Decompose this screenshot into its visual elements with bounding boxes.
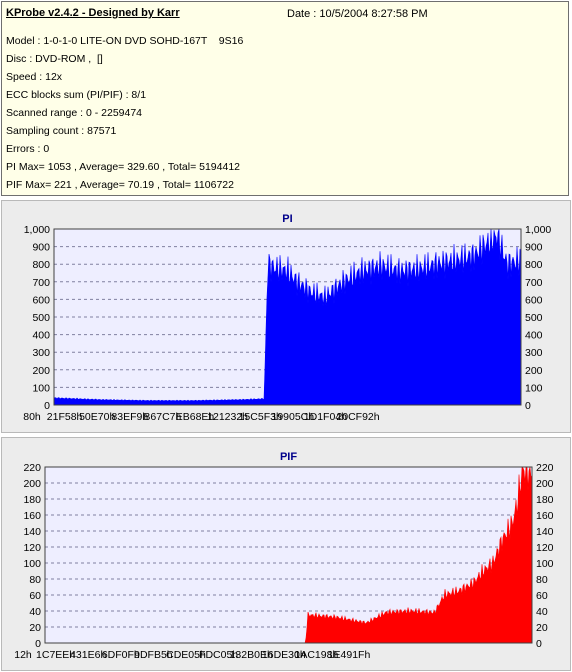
x-tick-label: 1AC198h xyxy=(295,649,339,661)
x-tick-label: 16DE30h xyxy=(262,649,306,661)
pi-chart-panel: PI 0 0 100 100 200 200 300 300 400 400 500 500 600 600… xyxy=(1,200,571,433)
x-tick-label: 83EF9h xyxy=(111,411,148,423)
pif-chart: PIF 0 0 20 20 40 40 60 60 80 80 100 100 120 120 140 140 1… xyxy=(14,451,554,661)
y-tick-label-right: 800 xyxy=(525,259,543,271)
pif-chart-panel: PIF 0 0 20 20 40 40 60 60 80 80 100 100 120 120 140 140 1… xyxy=(1,437,571,671)
y-tick-label-left: 140 xyxy=(23,526,41,538)
range-line: Scanned range : 0 - 2259474 xyxy=(6,107,143,119)
ecc-line: ECC blocks sum (PI/PIF) : 8/1 xyxy=(6,89,147,101)
y-tick-label-left: 120 xyxy=(23,542,41,554)
y-tick-label-right: 20 xyxy=(536,622,548,634)
x-tick-label: 80h xyxy=(23,411,41,423)
y-tick-label-right: 700 xyxy=(525,277,543,289)
y-tick-label-left: 200 xyxy=(23,478,41,490)
y-tick-label-right: 100 xyxy=(536,558,554,570)
y-tick-label-right: 200 xyxy=(525,365,543,377)
y-tick-label-right: 0 xyxy=(536,638,542,650)
x-tick-label: 132B0Eh xyxy=(230,649,273,661)
y-tick-label-right: 80 xyxy=(536,574,548,586)
y-tick-label-left: 200 xyxy=(32,365,50,377)
y-tick-label-right: 60 xyxy=(536,590,548,602)
disc-line: Disc : DVD-ROM , [] xyxy=(6,53,103,65)
y-tick-label-right: 160 xyxy=(536,510,554,522)
info-panel: KProbe v2.4.2 - Designed by Karr Date : … xyxy=(1,1,569,196)
y-tick-label-right: 500 xyxy=(525,312,543,324)
x-tick-label: EB68Eh xyxy=(176,411,215,423)
x-tick-label: 21F58h xyxy=(47,411,83,423)
y-tick-label-right: 0 xyxy=(525,400,531,412)
y-tick-label-right: 180 xyxy=(536,494,554,506)
y-tick-label-right: 600 xyxy=(525,294,543,306)
scan-date: Date : 10/5/2004 8:27:58 PM xyxy=(287,8,428,20)
x-tick-label: FDC05h xyxy=(199,649,238,661)
y-tick-label-left: 1,000 xyxy=(24,224,50,236)
y-tick-label-right: 100 xyxy=(525,382,543,394)
y-tick-label-right: 900 xyxy=(525,242,543,254)
errors-line: Errors : 0 xyxy=(6,143,50,155)
plot-border xyxy=(53,228,522,406)
y-tick-label-right: 40 xyxy=(536,606,548,618)
y-tick-label-left: 900 xyxy=(32,242,50,254)
y-tick-label-left: 220 xyxy=(23,462,41,474)
x-tick-label: 6DF0Fh xyxy=(102,649,140,661)
y-tick-label-left: 600 xyxy=(32,294,50,306)
y-tick-label-left: 0 xyxy=(44,400,50,412)
y-tick-label-left: 100 xyxy=(32,382,50,394)
y-tick-label-right: 220 xyxy=(536,462,554,474)
x-tick-label: 50E70h xyxy=(79,411,115,423)
y-tick-label-left: 160 xyxy=(23,510,41,522)
y-tick-label-left: 300 xyxy=(32,347,50,359)
app-title: KProbe v2.4.2 - Designed by Karr xyxy=(6,7,180,19)
y-tick-label-left: 400 xyxy=(32,330,50,342)
y-tick-label-left: 60 xyxy=(29,590,41,602)
y-tick-label-right: 300 xyxy=(525,347,543,359)
y-tick-label-right: 200 xyxy=(536,478,554,490)
y-tick-label-right: 1,000 xyxy=(525,224,551,236)
y-tick-label-left: 80 xyxy=(29,574,41,586)
pi-stats-line: PI Max= 1053 , Average= 329.60 , Total= … xyxy=(6,161,241,173)
y-tick-label-left: 700 xyxy=(32,277,50,289)
x-tick-label: CDE05h xyxy=(166,649,206,661)
chart-title: PIF xyxy=(280,451,297,463)
y-tick-label-left: 800 xyxy=(32,259,50,271)
x-tick-label: 1E491Fh xyxy=(328,649,371,661)
x-tick-label: 9DFB5h xyxy=(134,649,173,661)
data-series-area xyxy=(53,228,522,406)
y-tick-label-right: 120 xyxy=(536,542,554,554)
y-tick-label-right: 140 xyxy=(536,526,554,538)
x-tick-label: 12h xyxy=(14,649,32,661)
x-tick-label: B67C7h xyxy=(143,411,181,423)
y-tick-label-left: 500 xyxy=(32,312,50,324)
model-line: Model : 1-0-1-0 LITE-ON DVD SOHD-167T 9S… xyxy=(6,35,244,47)
y-tick-label-right: 400 xyxy=(525,330,543,342)
y-tick-label-left: 40 xyxy=(29,606,41,618)
x-tick-label: 1C7EEh xyxy=(36,649,75,661)
x-tick-label: 1D1F04h xyxy=(304,411,347,423)
y-tick-label-left: 100 xyxy=(23,558,41,570)
pif-stats-line: PIF Max= 221 , Average= 70.19 , Total= 1… xyxy=(6,179,234,191)
x-tick-label: 121232h xyxy=(207,411,248,423)
sampling-line: Sampling count : 87571 xyxy=(6,125,117,137)
y-tick-label-left: 180 xyxy=(23,494,41,506)
y-tick-label-left: 0 xyxy=(35,638,41,650)
plot-border xyxy=(44,466,533,644)
x-tick-label: 15C5F3h xyxy=(239,411,282,423)
pi-chart: PI 0 0 100 100 200 200 300 300 400 400 500 500 600 600… xyxy=(23,213,551,423)
x-tick-label: 19905Ch xyxy=(271,411,314,423)
x-tick-label: 431E6h xyxy=(70,649,106,661)
y-tick-label-left: 20 xyxy=(29,622,41,634)
chart-title: PI xyxy=(282,213,292,225)
x-tick-label: 20CF92h xyxy=(336,411,379,423)
speed-line: Speed : 12x xyxy=(6,71,63,83)
